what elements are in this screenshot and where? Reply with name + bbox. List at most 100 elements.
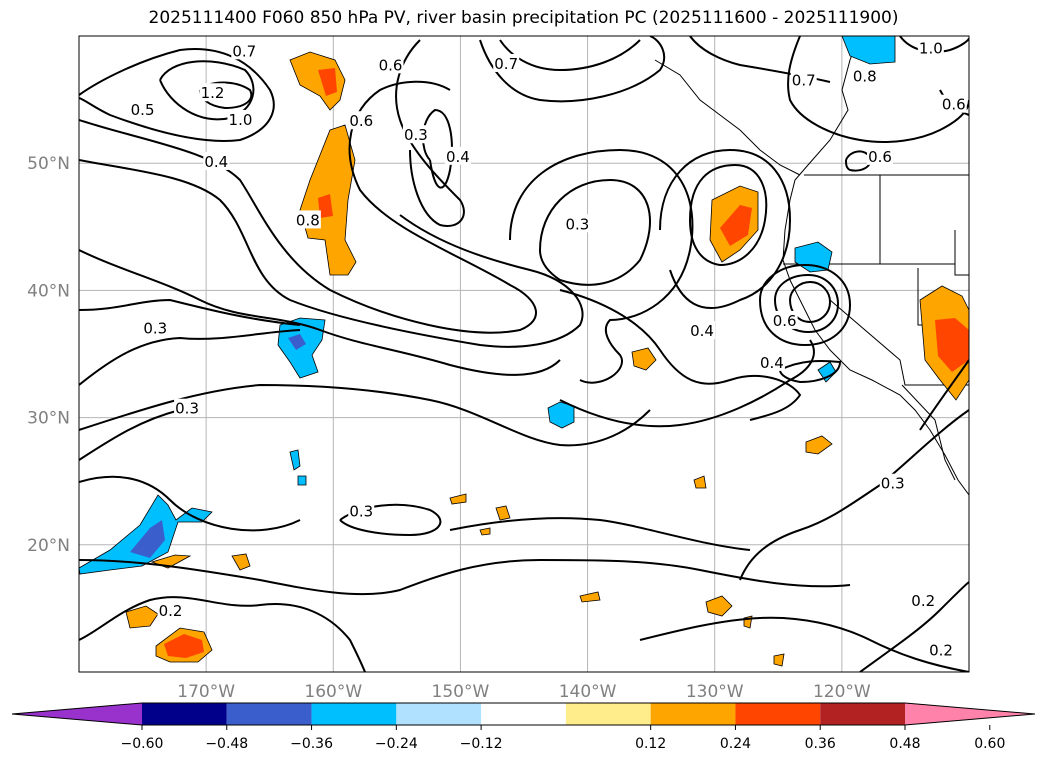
colorbar-segment	[650, 703, 736, 725]
pos-region	[318, 194, 333, 218]
contour-label: 0.2	[159, 602, 183, 620]
neg-region	[289, 449, 301, 471]
contour-label: 0.4	[690, 322, 714, 340]
contour-label-bg	[867, 146, 893, 165]
lat-tick-label: 40°N	[27, 281, 70, 301]
contour-label-bg	[157, 600, 184, 619]
colorbar: −0.60 −0.48 −0.36 −0.24 −0.12 0.12 0.24 0.36 0.4…	[11, 702, 1036, 752]
contour-label-bg	[294, 210, 321, 229]
contour-labels: 0.7 1.2 0.5 1.0 0.4 0.8 0.6 0.6 0.3 0.4 0.7 0.3 0.4 0…	[129, 38, 967, 659]
contour-label: 0.8	[853, 68, 877, 86]
contour-label: 0.2	[929, 641, 953, 659]
plot-frame	[78, 35, 970, 673]
colorbar-segment	[396, 703, 482, 725]
pos-region	[720, 205, 752, 246]
contour-label-bg	[851, 66, 878, 85]
contour-label: 0.3	[349, 503, 373, 521]
contour-label-bg	[758, 352, 785, 371]
lat-tick-label: 50°N	[27, 154, 70, 174]
contour-label-bg	[790, 70, 817, 89]
contour-label: 0.3	[404, 126, 428, 144]
contour-label: 0.4	[204, 153, 228, 171]
contour-label: 0.6	[379, 56, 403, 74]
contour-label-bg	[174, 398, 201, 417]
contour-label-bg	[377, 55, 404, 74]
neg-region	[277, 317, 326, 379]
contour-label-bg	[231, 41, 258, 60]
contour-label-bg	[771, 310, 798, 329]
pos-region	[449, 493, 467, 505]
lon-tick-label: 120°W	[813, 682, 871, 702]
contour-label-bg	[689, 321, 715, 340]
neg-region	[297, 475, 307, 486]
colorbar-tick-label: 0.12	[635, 736, 666, 752]
contour-label-bg	[199, 83, 226, 102]
positive-precip-regions	[125, 51, 969, 667]
colorbar-tick-label: −0.12	[460, 736, 503, 752]
colorbar-segment	[820, 703, 905, 725]
pos-region	[125, 605, 159, 629]
pos-region	[773, 653, 785, 667]
colorbar-segment	[735, 703, 821, 725]
colorbar-segment	[142, 703, 227, 725]
lon-tick-label: 130°W	[686, 682, 744, 702]
colorbar-extend-max	[905, 703, 1035, 725]
neg-region	[841, 36, 896, 65]
contour-label-bg	[348, 501, 375, 520]
colorbar-segment	[226, 703, 312, 725]
pos-region	[495, 505, 511, 521]
pos-region	[693, 475, 707, 489]
pos-region	[805, 435, 833, 455]
gridlines	[79, 36, 969, 672]
contour-label: 0.4	[760, 354, 784, 372]
contour-label-bg	[928, 640, 955, 659]
contour-label-bg	[402, 125, 429, 144]
colorbar-tick-label: 0.36	[805, 736, 836, 752]
contour-label: 0.4	[446, 148, 470, 166]
contour-label: 0.6	[942, 96, 966, 114]
coastlines	[654, 36, 969, 496]
map-field: 0.7 1.2 0.5 1.0 0.4 0.8 0.6 0.6 0.3 0.4 0.7 0.3 0.4 0…	[79, 36, 969, 672]
colorbar-tick-label: −0.48	[205, 736, 248, 752]
colorbar-tick-label: 0.48	[889, 736, 920, 752]
pos-region	[164, 634, 204, 658]
contour-label: 0.3	[143, 320, 167, 338]
colorbar-tick-label: 0.24	[720, 736, 751, 752]
contour-label: 0.8	[296, 211, 320, 229]
contour-label-bg	[564, 214, 591, 233]
contour-label: 0.3	[881, 475, 905, 493]
contour-label: 0.3	[175, 400, 199, 418]
colorbar-tick-label: 0.60	[974, 736, 1005, 752]
contour-label: 0.7	[232, 42, 256, 60]
contour-label-bg	[203, 151, 230, 170]
lon-tick-label: 160°W	[304, 682, 362, 702]
contour-label: 1.0	[919, 40, 943, 58]
lat-tick-label: 20°N	[27, 536, 70, 556]
pos-region	[318, 68, 337, 96]
axis-tick-labels: 170°W 160°W 150°W 140°W 130°W 120°W 50°N 40°N 30…	[27, 154, 871, 702]
pos-region	[935, 318, 969, 372]
pos-region	[579, 591, 601, 603]
colorbar-segment	[311, 703, 397, 725]
colorbar-tick-label: −0.36	[290, 736, 333, 752]
pos-region	[479, 527, 491, 536]
contour-label: 0.7	[494, 55, 518, 73]
contour-label: 0.5	[131, 101, 155, 119]
pos-region	[289, 51, 346, 111]
neg-region	[130, 520, 165, 558]
lon-tick-label: 150°W	[432, 682, 490, 702]
lon-tick-label: 140°W	[559, 682, 617, 702]
contour-label-bg	[129, 99, 156, 118]
contour-label: 0.6	[349, 112, 373, 130]
contour-label: 1.2	[201, 84, 225, 102]
contour-label: 0.6	[868, 148, 892, 166]
contour-label-bg	[444, 146, 471, 165]
colorbar-segment	[481, 703, 566, 725]
chart-title: 2025111400 F060 850 hPa PV, river basin …	[148, 8, 899, 28]
lat-tick-label: 30°N	[27, 409, 70, 429]
colorbar-segment	[565, 703, 651, 725]
neg-region	[794, 241, 833, 273]
colorbar-tick-label: −0.24	[375, 736, 418, 752]
contour-label-bg	[910, 590, 937, 609]
